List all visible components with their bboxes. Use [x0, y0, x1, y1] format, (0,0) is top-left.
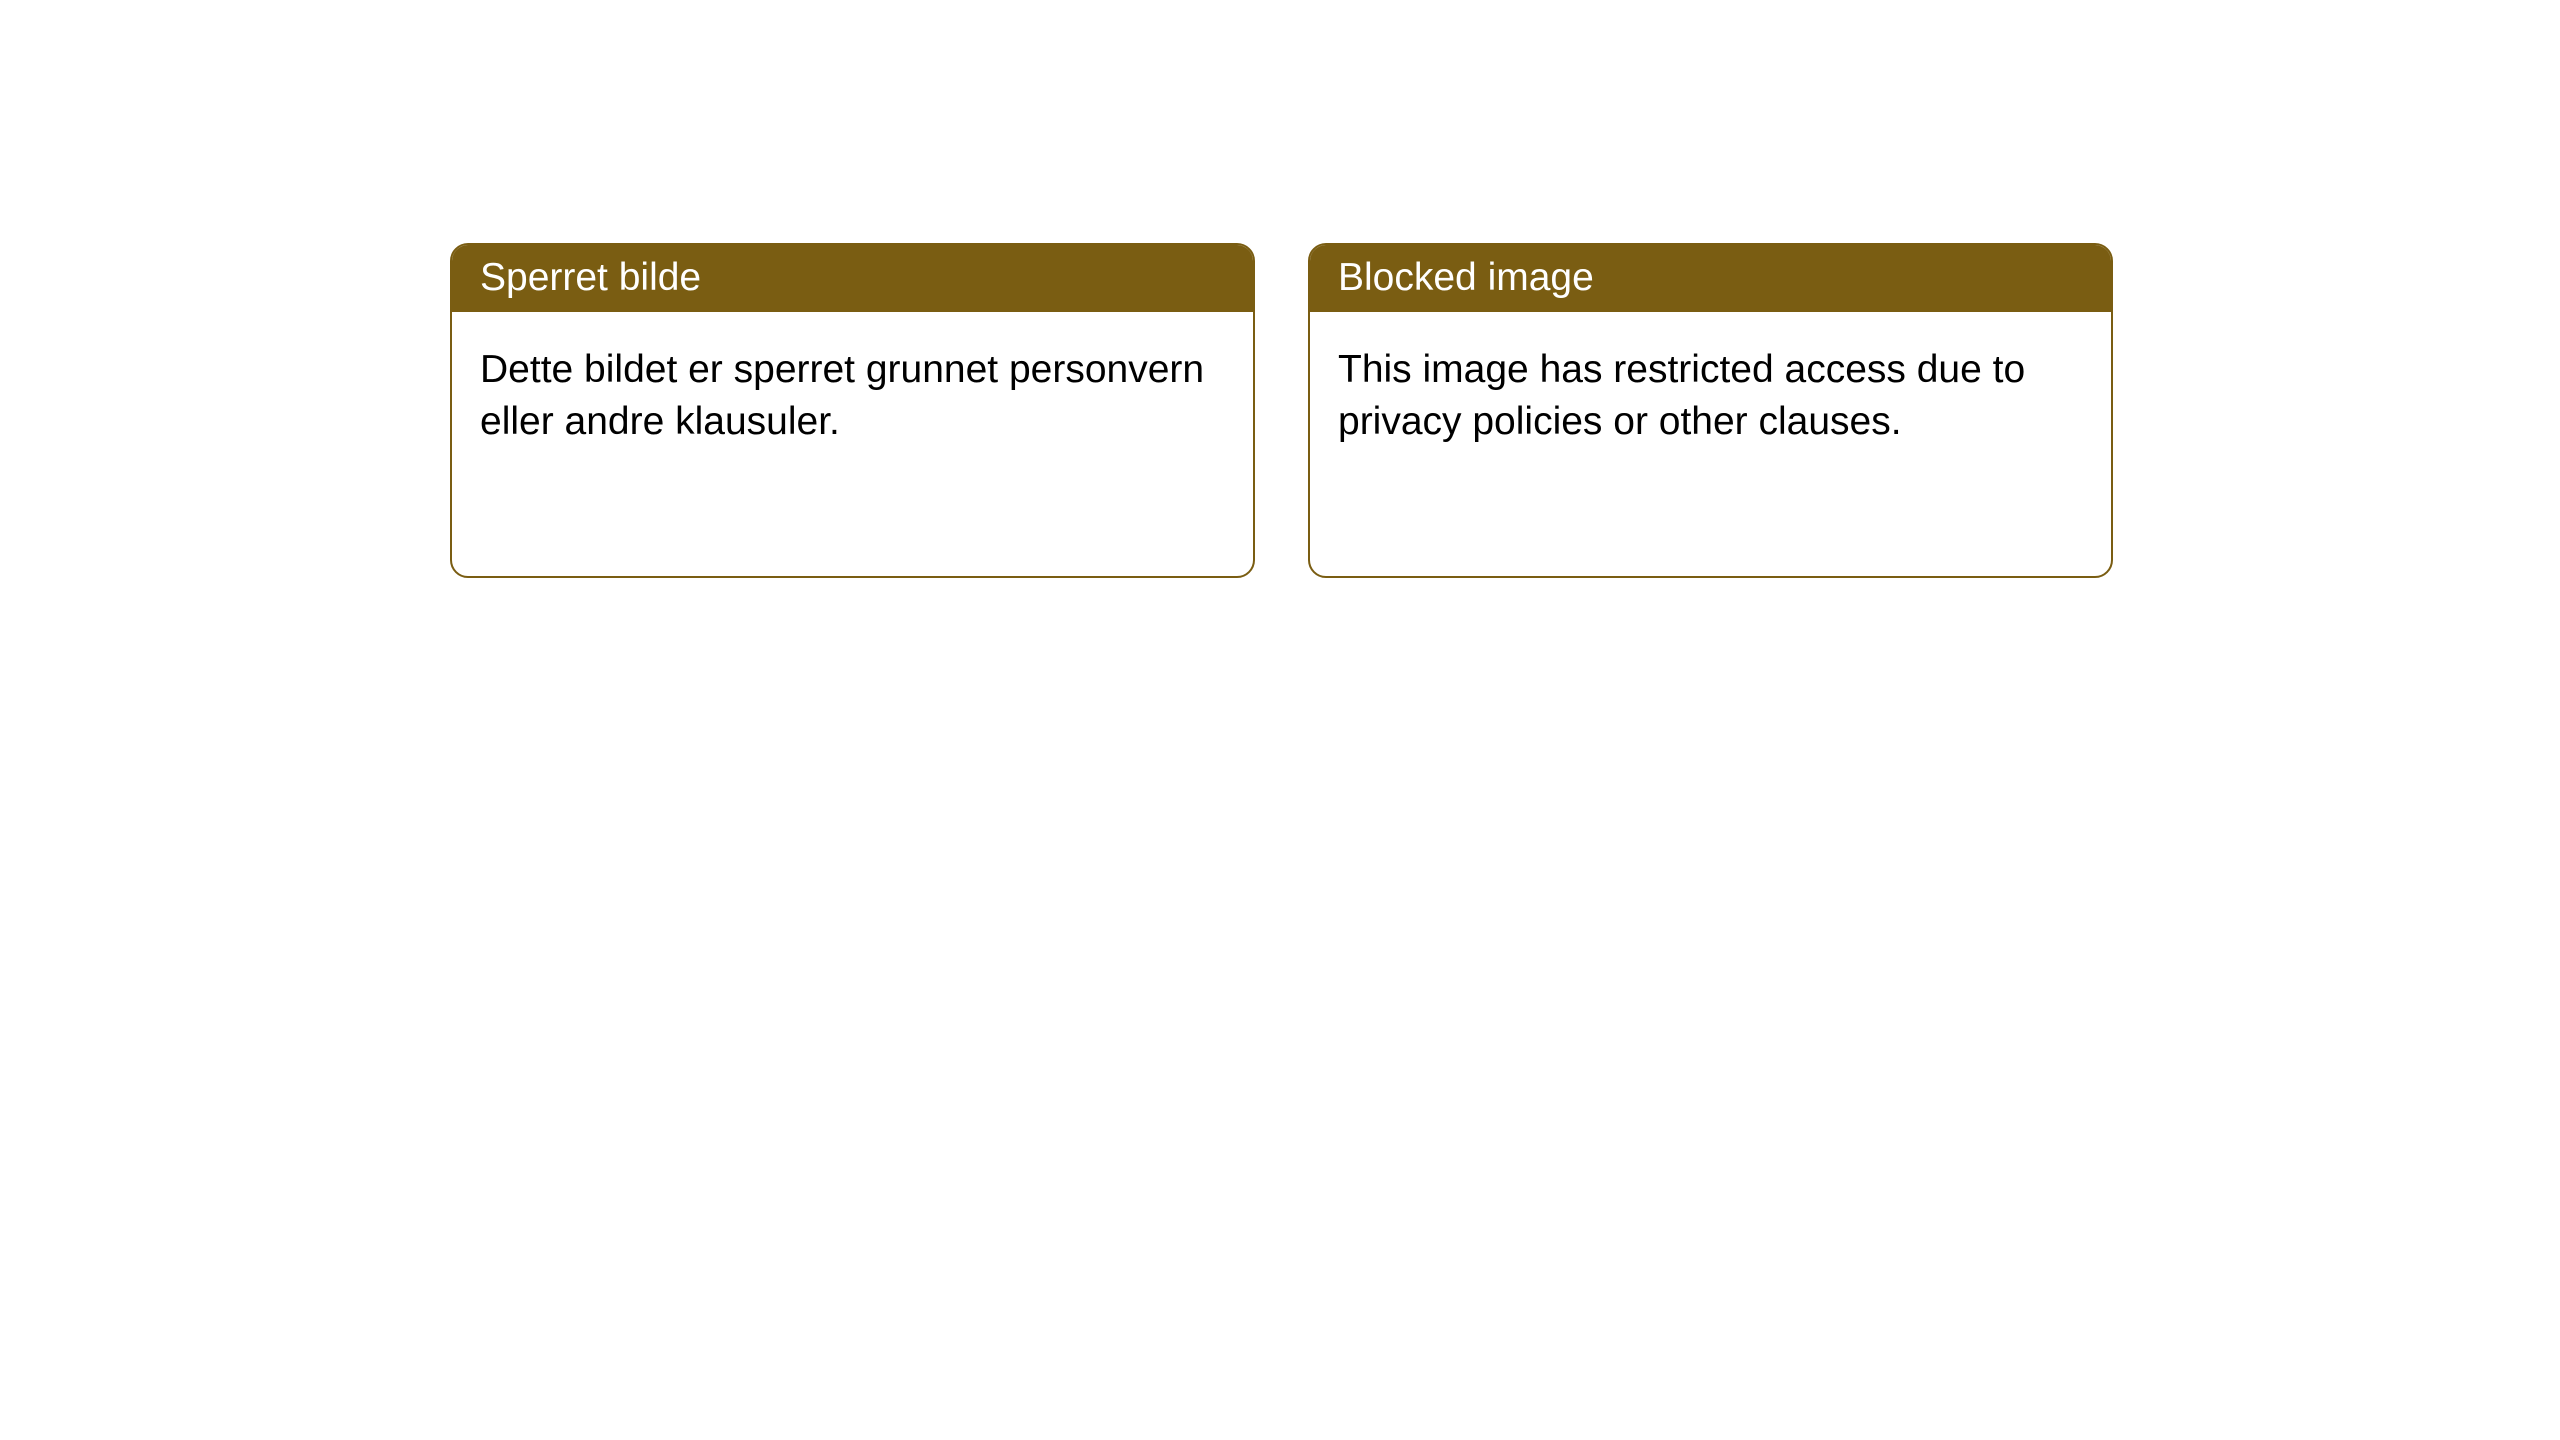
notice-message: Dette bildet er sperret grunnet personve… [452, 312, 1253, 481]
notice-title: Blocked image [1310, 245, 2111, 312]
notice-card-english: Blocked image This image has restricted … [1308, 243, 2113, 578]
notice-card-norwegian: Sperret bilde Dette bildet er sperret gr… [450, 243, 1255, 578]
notice-message: This image has restricted access due to … [1310, 312, 2111, 481]
notice-title: Sperret bilde [452, 245, 1253, 312]
notices-container: Sperret bilde Dette bildet er sperret gr… [450, 243, 2113, 578]
